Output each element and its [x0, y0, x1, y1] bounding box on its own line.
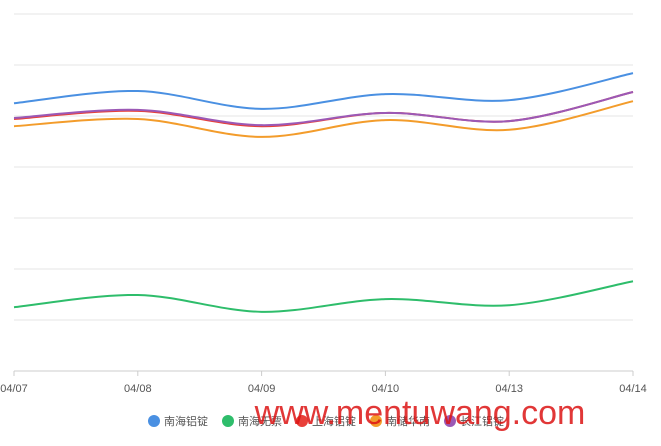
legend-label: 南海铝锭	[164, 414, 208, 428]
line-series	[13, 91, 634, 128]
x-tick-label: 04/10	[372, 383, 400, 395]
legend-marker	[370, 415, 382, 427]
legend-label: 南海无票	[238, 414, 282, 428]
legend-marker	[444, 415, 456, 427]
x-tick-label: 04/07	[0, 383, 28, 395]
x-tick-label: 04/13	[495, 383, 523, 395]
legend-marker	[296, 415, 308, 427]
line-series	[13, 72, 634, 110]
x-tick-label: 04/08	[124, 383, 152, 395]
legend-marker	[222, 415, 234, 427]
line-series	[13, 100, 634, 138]
line-series	[13, 280, 634, 313]
line-series	[13, 91, 634, 127]
x-tick-label: 04/14	[619, 383, 647, 395]
watermark: www.mentuwang.com	[254, 394, 586, 432]
legend-label: 长江铝锭	[460, 414, 504, 428]
legend-label: 上海铝锭	[312, 414, 356, 428]
legend-label: 南储华南	[386, 414, 430, 428]
legend-marker	[148, 415, 160, 427]
x-tick-label: 04/09	[248, 383, 276, 395]
